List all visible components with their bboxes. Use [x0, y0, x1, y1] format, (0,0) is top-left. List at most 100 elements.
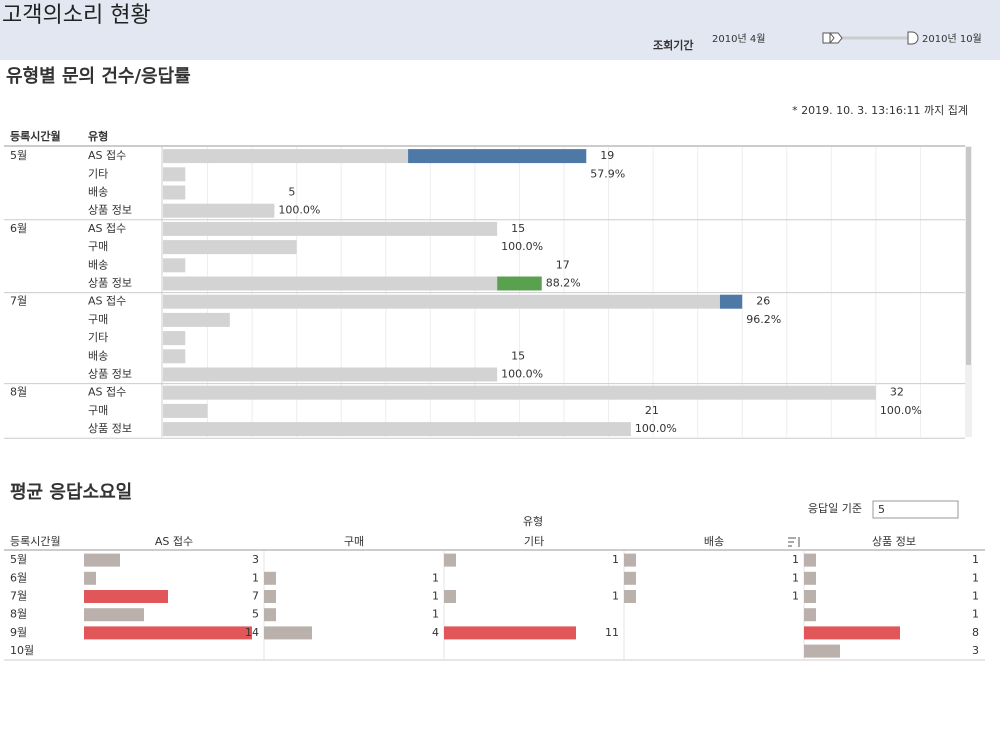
bar — [84, 608, 144, 622]
month-label: 7월 — [10, 590, 27, 603]
chart-title: 유형별 문의 건수/응답률 — [6, 66, 191, 87]
bar-segment — [163, 312, 230, 327]
bar — [804, 608, 816, 622]
range-start: 2010년 4월 — [712, 33, 765, 45]
type-label: 기타 — [88, 331, 108, 344]
sort-icon[interactable] — [788, 537, 800, 547]
chart-title: 평균 응답소요일 — [10, 482, 132, 503]
type-label: 구매 — [88, 240, 108, 253]
bar — [264, 608, 276, 622]
bar-segment — [163, 367, 498, 382]
value-label: 1 — [792, 590, 799, 603]
bar — [804, 626, 900, 640]
count-label: 32 — [890, 386, 904, 399]
bar-segment — [163, 240, 297, 255]
value-label: 3 — [972, 644, 979, 657]
value-label: 1 — [612, 553, 619, 566]
count-label: 5 — [288, 186, 295, 199]
bar-segment — [163, 403, 208, 418]
type-label: 상품 정보 — [88, 277, 132, 290]
count-label: 26 — [756, 295, 770, 308]
value-label: 1 — [972, 608, 979, 621]
month-label: 7월 — [10, 295, 27, 308]
bar — [264, 571, 276, 585]
rate-label: 100.0% — [880, 404, 922, 417]
type-label: AS 접수 — [88, 295, 126, 308]
slider-handle-start[interactable] — [822, 32, 843, 44]
bar — [264, 590, 276, 603]
month-label: 5월 — [10, 149, 27, 162]
rate-label: 100.0% — [501, 368, 543, 381]
bar-segment — [163, 203, 275, 218]
bar — [444, 590, 456, 603]
column-name: AS 접수 — [155, 535, 193, 548]
rate-label: 88.2% — [546, 277, 581, 290]
type-label: 배송 — [88, 258, 108, 271]
bar — [444, 553, 456, 567]
slider-handle-end[interactable] — [907, 31, 919, 45]
range-end: 2010년 10월 — [922, 33, 982, 45]
type-label: 구매 — [88, 404, 108, 417]
month-label: 6월 — [10, 222, 27, 235]
bar-segment — [163, 422, 631, 437]
value-label: 1 — [972, 571, 979, 584]
type-label: 기타 — [88, 167, 108, 180]
value-label: 7 — [252, 590, 259, 603]
bar-segment — [163, 276, 498, 291]
type-label: AS 접수 — [88, 149, 126, 162]
count-label: 17 — [556, 258, 570, 271]
column-name: 배송 — [704, 535, 724, 548]
bar — [624, 590, 636, 603]
value-label: 1 — [252, 571, 259, 584]
rate-label: 57.9% — [590, 167, 625, 180]
value-label: 8 — [972, 626, 979, 639]
bar-segment — [163, 258, 186, 273]
bar — [804, 571, 816, 585]
type-label: 상품 정보 — [88, 422, 132, 435]
bar-segment — [408, 149, 587, 164]
note: * 2019. 10. 3. 13:16:11 까지 집계 — [792, 104, 968, 117]
type-label: 배송 — [88, 349, 108, 362]
value-label: 1 — [432, 590, 439, 603]
value-label: 1 — [792, 553, 799, 566]
rate-label: 96.2% — [746, 313, 781, 326]
bar — [444, 626, 576, 640]
bar — [624, 553, 636, 567]
value-label: 1 — [972, 553, 979, 566]
row-header: 등록시간월 — [10, 129, 61, 143]
bar-segment — [163, 385, 876, 400]
count-label: 15 — [511, 222, 525, 235]
bar — [84, 571, 96, 585]
count-label: 19 — [600, 149, 614, 162]
filter-label: 조회기간 — [653, 38, 693, 52]
scrollbar-thumb[interactable] — [966, 147, 971, 365]
type-label: 상품 정보 — [88, 204, 132, 217]
rate-label: 100.0% — [278, 204, 320, 217]
value-label: 1 — [792, 571, 799, 584]
value-label: 3 — [252, 553, 259, 566]
value-label: 14 — [245, 626, 259, 639]
column-name: 기타 — [524, 535, 544, 548]
bar-segment — [163, 349, 186, 364]
type-label: 상품 정보 — [88, 368, 132, 381]
column-header: 유형 — [88, 129, 108, 143]
bar-segment — [163, 221, 498, 236]
value-label: 4 — [432, 626, 439, 639]
month-label: 10월 — [10, 644, 34, 657]
bar-segment — [719, 294, 743, 309]
bar — [804, 553, 816, 567]
bar — [84, 553, 120, 567]
month-label: 6월 — [10, 571, 27, 584]
bar-segment — [163, 294, 720, 309]
bar-segment — [497, 276, 542, 291]
column-name: 상품 정보 — [872, 535, 916, 548]
month-label: 9월 — [10, 626, 27, 639]
value-label: 1 — [612, 590, 619, 603]
count-label: 21 — [645, 404, 659, 417]
bar — [804, 590, 816, 603]
value-label: 5 — [252, 608, 259, 621]
rate-label: 100.0% — [635, 422, 677, 435]
threshold-input[interactable] — [872, 500, 959, 519]
column-header: 유형 — [523, 515, 543, 528]
